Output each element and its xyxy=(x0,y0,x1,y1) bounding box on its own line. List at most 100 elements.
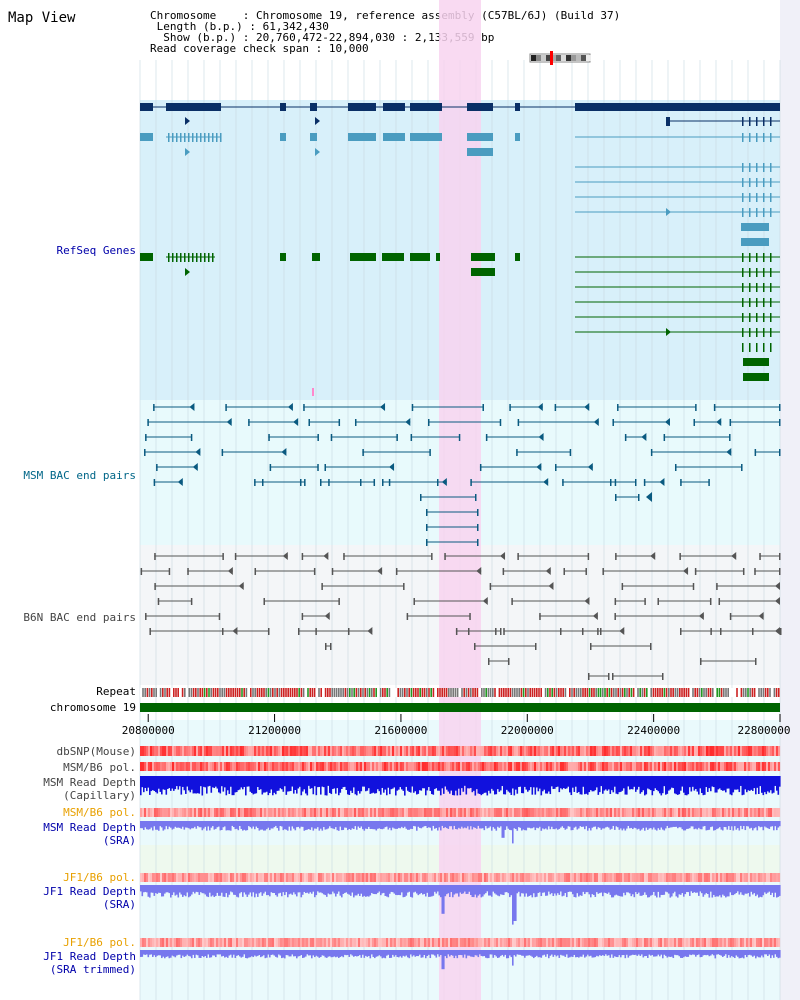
msm-capillary-depth-bar xyxy=(399,776,402,788)
msm-bac-end-arrow xyxy=(226,418,232,426)
msm-sra-depth-bar xyxy=(144,821,147,828)
msm-capillary-depth-bar xyxy=(410,776,412,793)
jf1-pol2-cell xyxy=(600,938,603,947)
jf1-trimmed-depth-bar xyxy=(716,950,718,955)
gene-exon-tick xyxy=(742,313,744,322)
msm-capillary-depth-bar xyxy=(192,776,195,794)
msm-pol2-cell xyxy=(624,808,627,817)
jf1-pol2-cell xyxy=(562,938,565,947)
msm-sra-depth-bar xyxy=(756,821,759,831)
repeat-element xyxy=(749,688,751,697)
track-label-dbsnp[interactable]: dbSNP(Mouse) xyxy=(56,745,136,758)
msm-pol2-cell xyxy=(746,808,749,817)
jf1-pol-cell xyxy=(696,873,699,882)
track-label-jf1-b6-pol-2[interactable]: JF1/B6 pol. xyxy=(63,936,136,949)
msm-sra-depth-bar xyxy=(741,821,744,830)
repeat-element xyxy=(432,688,435,697)
jf1-sra-depth-bar xyxy=(143,885,145,893)
msm-capillary-depth-bar xyxy=(752,776,754,791)
msm-sra-depth-bar xyxy=(423,821,426,827)
jf1-trimmed-depth-bar xyxy=(732,950,735,958)
jf1-trimmed-depth-bar xyxy=(666,950,669,958)
dbsnp-cell xyxy=(450,746,453,756)
jf1-sra-depth-bar xyxy=(522,885,525,894)
jf1-pol-cell xyxy=(158,873,161,882)
jf1-sra-depth-bar xyxy=(380,885,382,896)
jf1-pol-cell xyxy=(388,873,391,882)
msm-capillary-depth-bar xyxy=(474,776,477,796)
dbsnp-cell xyxy=(474,746,477,756)
jf1-pol2-cell xyxy=(286,938,289,947)
track-label-msm-b6-pol-2[interactable]: MSM/B6 pol. xyxy=(63,806,136,819)
track-label-msm-depth-capillary[interactable]: MSM Read Depth xyxy=(43,776,136,789)
jf1-pol2-cell xyxy=(760,938,763,947)
jf1-trimmed-depth-bar xyxy=(146,950,148,955)
msm-bac-end xyxy=(396,434,398,441)
track-label-msm-bac[interactable]: MSM BAC end pairs xyxy=(23,469,136,482)
track-label-jf1-b6-pol[interactable]: JF1/B6 pol. xyxy=(63,871,136,884)
jf1-pol2-cell xyxy=(280,938,283,947)
msm-capillary-depth-bar xyxy=(230,776,232,787)
msm-sra-depth-bar xyxy=(222,821,225,828)
jf1-pol2-cell xyxy=(428,938,431,947)
jf1-sra-depth-bar xyxy=(353,885,355,898)
msm-capillary-depth-bar xyxy=(471,776,474,793)
jf1-pol2-cell xyxy=(650,938,653,947)
jf1-pol-cell xyxy=(566,873,569,882)
repeat-element xyxy=(549,688,551,697)
track-label-jf1-depth-sra[interactable]: JF1 Read Depth xyxy=(43,885,136,898)
jf1-pol-cell xyxy=(586,873,589,882)
jf1-sra-depth-bar xyxy=(695,885,697,893)
jf1-sra-depth-bar xyxy=(626,885,628,893)
msm-pol-cell xyxy=(306,762,309,771)
track-label-msm-depth-sra[interactable]: MSM Read Depth xyxy=(43,821,136,834)
msm-sra-depth-bar xyxy=(240,821,243,829)
jf1-pol-cell xyxy=(668,873,671,882)
track-label-msm-b6-pol[interactable]: MSM/B6 pol. xyxy=(63,761,136,774)
msm-bac-end-arrow xyxy=(281,448,287,456)
msm-pol2-cell xyxy=(720,808,723,817)
dbsnp-cell xyxy=(486,746,489,756)
jf1-trimmed-depth-bar xyxy=(710,950,712,956)
msm-pol-cell xyxy=(616,762,619,771)
msm-capillary-depth-bar xyxy=(393,776,396,788)
track-label-jf1-depth-trimmed[interactable]: JF1 Read Depth xyxy=(43,950,136,963)
msm-pol-cell xyxy=(154,762,157,771)
b6n-bac-end xyxy=(535,643,537,650)
jf1-pol2-cell xyxy=(288,938,291,947)
msm-sra-depth-bar xyxy=(384,821,387,828)
jf1-trimmed-depth-bar xyxy=(209,950,211,958)
msm-sra-depth-bar xyxy=(207,821,210,827)
msm-pol2-cell xyxy=(208,808,211,817)
msm-sra-depth-bar xyxy=(378,821,381,829)
dbsnp-cell xyxy=(762,746,765,756)
track-label-repeat[interactable]: Repeat xyxy=(96,685,136,698)
msm-sra-depth-bar xyxy=(141,821,144,829)
ideogram-band xyxy=(536,55,541,61)
msm-capillary-depth-bar xyxy=(350,776,352,791)
track-label-chromosome[interactable]: chromosome 19 xyxy=(49,701,136,714)
jf1-pol2-cell xyxy=(466,938,469,947)
b6n-bac-end xyxy=(657,598,659,605)
jf1-sra-depth-bar xyxy=(260,885,262,893)
msm-pol2-cell xyxy=(172,808,175,817)
track-label-b6n-bac[interactable]: B6N BAC end pairs xyxy=(23,611,136,624)
jf1-pol-cell xyxy=(746,873,749,882)
msm-capillary-depth-bar xyxy=(536,776,538,788)
gene-exon-tick xyxy=(756,208,758,217)
gene-exon-tick xyxy=(756,253,758,262)
msm-capillary-depth-bar xyxy=(656,776,658,790)
msm-sra-depth-bar xyxy=(621,821,624,831)
msm-pol-cell xyxy=(188,762,191,771)
jf1-sra-depth-bar xyxy=(305,885,307,894)
msm-pol-cell xyxy=(356,762,359,771)
jf1-trimmed-depth-bar xyxy=(662,950,664,959)
msm-sra-depth-bar xyxy=(156,821,159,830)
jf1-pol2-cell xyxy=(660,938,663,947)
msm-pol-cell xyxy=(156,762,159,771)
msm-sra-depth-bar xyxy=(318,821,321,831)
jf1-sra-depth-bar xyxy=(750,885,753,892)
track-label-refseq[interactable]: RefSeq Genes xyxy=(56,244,136,257)
jf1-trimmed-depth-bar xyxy=(320,950,322,957)
